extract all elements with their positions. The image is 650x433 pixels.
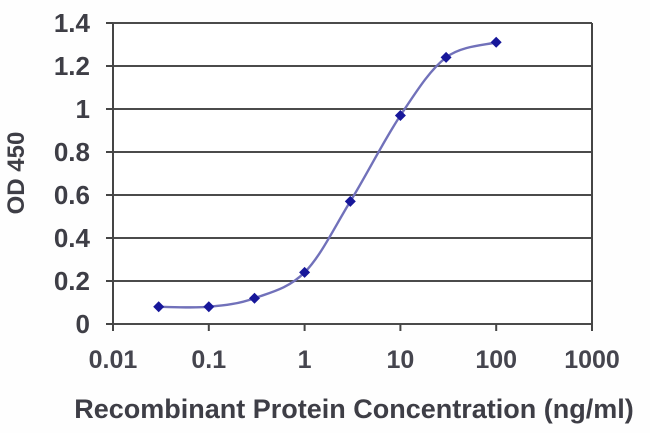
y-axis-title: OD 450 (3, 132, 30, 215)
y-tick-label: 0.8 (54, 137, 90, 167)
y-tick-label: 0.4 (54, 223, 91, 253)
y-tick-label: 0.6 (54, 180, 90, 210)
x-tick-label: 0.01 (89, 346, 138, 374)
data-point-marker (299, 266, 311, 278)
y-tick-label: 0 (76, 309, 90, 339)
data-point-marker (203, 301, 215, 313)
data-point-marker (344, 195, 356, 207)
chart-layers: 0 0.2 0.4 0.6 0.8 1 1.2 1.4 0.01 0.1 1 10 100 1000 (54, 8, 620, 374)
y-tick-label: 1 (76, 94, 90, 124)
data-point-marker (440, 51, 452, 63)
data-point-marker (153, 301, 165, 313)
x-tick-label: 1000 (564, 346, 620, 374)
plot-area (113, 23, 592, 324)
data-point-marker (490, 36, 502, 48)
data-point-marker (394, 110, 406, 121)
x-tick-label: 0.1 (191, 346, 226, 374)
y-tick-label: 1.4 (54, 8, 91, 38)
x-axis-title: Recombinant Protein Concentration (ng/ml… (74, 394, 634, 424)
data-point-marker (249, 292, 260, 304)
x-tick-label: 1 (298, 346, 312, 374)
series-line (157, 41, 498, 309)
y-tick-label: 0.2 (54, 266, 90, 296)
y-tick-label: 1.2 (54, 51, 90, 81)
x-tick-label: 100 (475, 346, 517, 374)
x-tick-label: 10 (386, 346, 414, 374)
